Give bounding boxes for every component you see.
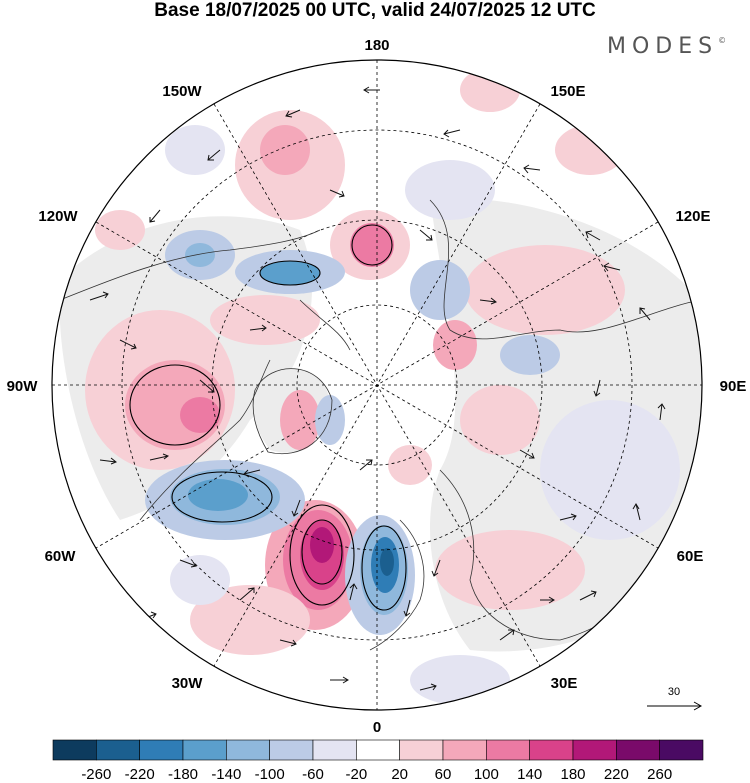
contours [129, 224, 407, 611]
colorbar-tick-label: 60 [435, 766, 452, 783]
lon-label-60e: 60E [677, 548, 704, 565]
lon-label-180: 180 [364, 37, 389, 54]
map-boundary [51, 59, 703, 711]
colorbar-tick-label: -180 [168, 766, 198, 783]
colorbar-swatch [529, 739, 574, 761]
colorbar-swatch [356, 739, 400, 761]
colorbar-tick-label: 20 [391, 766, 408, 783]
lon-label-120e: 120E [675, 208, 710, 225]
lon-label-90w: 90W [7, 378, 39, 395]
colorbar-swatch [659, 739, 704, 761]
colorbar-tick-label: 140 [517, 766, 542, 783]
colorbar-swatch [312, 739, 357, 761]
colorbar-swatch [226, 739, 270, 761]
modes-logo: MODES© [607, 34, 726, 59]
lon-label-60w: 60W [45, 548, 77, 565]
colorbar-swatch [572, 739, 617, 761]
colorbar-swatch [139, 739, 184, 761]
colorbar-tick-label: -220 [125, 766, 155, 783]
colorbar-tick-label: -20 [345, 766, 367, 783]
colorbar-tick-label: 220 [604, 766, 629, 783]
colorbar-swatch [399, 739, 444, 761]
map-title: Base 18/07/2025 00 UTC, valid 24/07/2025… [154, 0, 596, 21]
lon-label-150e: 150E [550, 83, 585, 100]
colorbar-tick-label: 260 [647, 766, 672, 783]
colorbar-swatch [442, 739, 487, 761]
lon-label-120w: 120W [38, 208, 78, 225]
colorbar-tick-label: -100 [255, 766, 285, 783]
reference-vector: 30 [647, 686, 703, 711]
brand-mark: © [718, 36, 727, 45]
colorbar-tick-label: 180 [560, 766, 585, 783]
lon-label-30e: 30E [551, 675, 578, 692]
reference-vector-head [693, 701, 703, 711]
lon-label-90e: 90E [720, 378, 747, 395]
lon-label-0: 0 [373, 719, 381, 735]
brand-text: MODES [607, 34, 719, 59]
colorbar-swatch [52, 739, 97, 761]
colorbar-tick-label: -140 [211, 766, 241, 783]
colorbar-swatch [486, 739, 530, 761]
map-field [52, 60, 702, 710]
negative-anomalies [145, 125, 680, 705]
lon-label-30w: 30W [172, 675, 204, 692]
graticule [52, 60, 702, 710]
polar-map: 180 150W 150E 120W 120E 90W 90E 60W 60E … [7, 37, 747, 735]
colorbar-tick-label: 100 [474, 766, 499, 783]
lon-label-150w: 150W [162, 83, 202, 100]
colorbar-tick-label: -60 [302, 766, 324, 783]
longitude-labels: 180 150W 150E 120W 120E 90W 90E 60W 60E … [7, 37, 747, 735]
colorbar-swatch [182, 739, 227, 761]
colorbar-swatch [616, 739, 660, 761]
reference-vector-label: 30 [668, 686, 680, 698]
colorbar-tick-label: -260 [81, 766, 111, 783]
colorbar-ticks: -260 -220 -180 -140 -100 -60 -20 20 60 100 140 180 2… [81, 766, 672, 783]
colorbar-swatch [269, 739, 314, 761]
positive-anomalies [85, 68, 625, 655]
colorbar-swatches [52, 739, 704, 761]
colorbar-swatch [96, 739, 140, 761]
